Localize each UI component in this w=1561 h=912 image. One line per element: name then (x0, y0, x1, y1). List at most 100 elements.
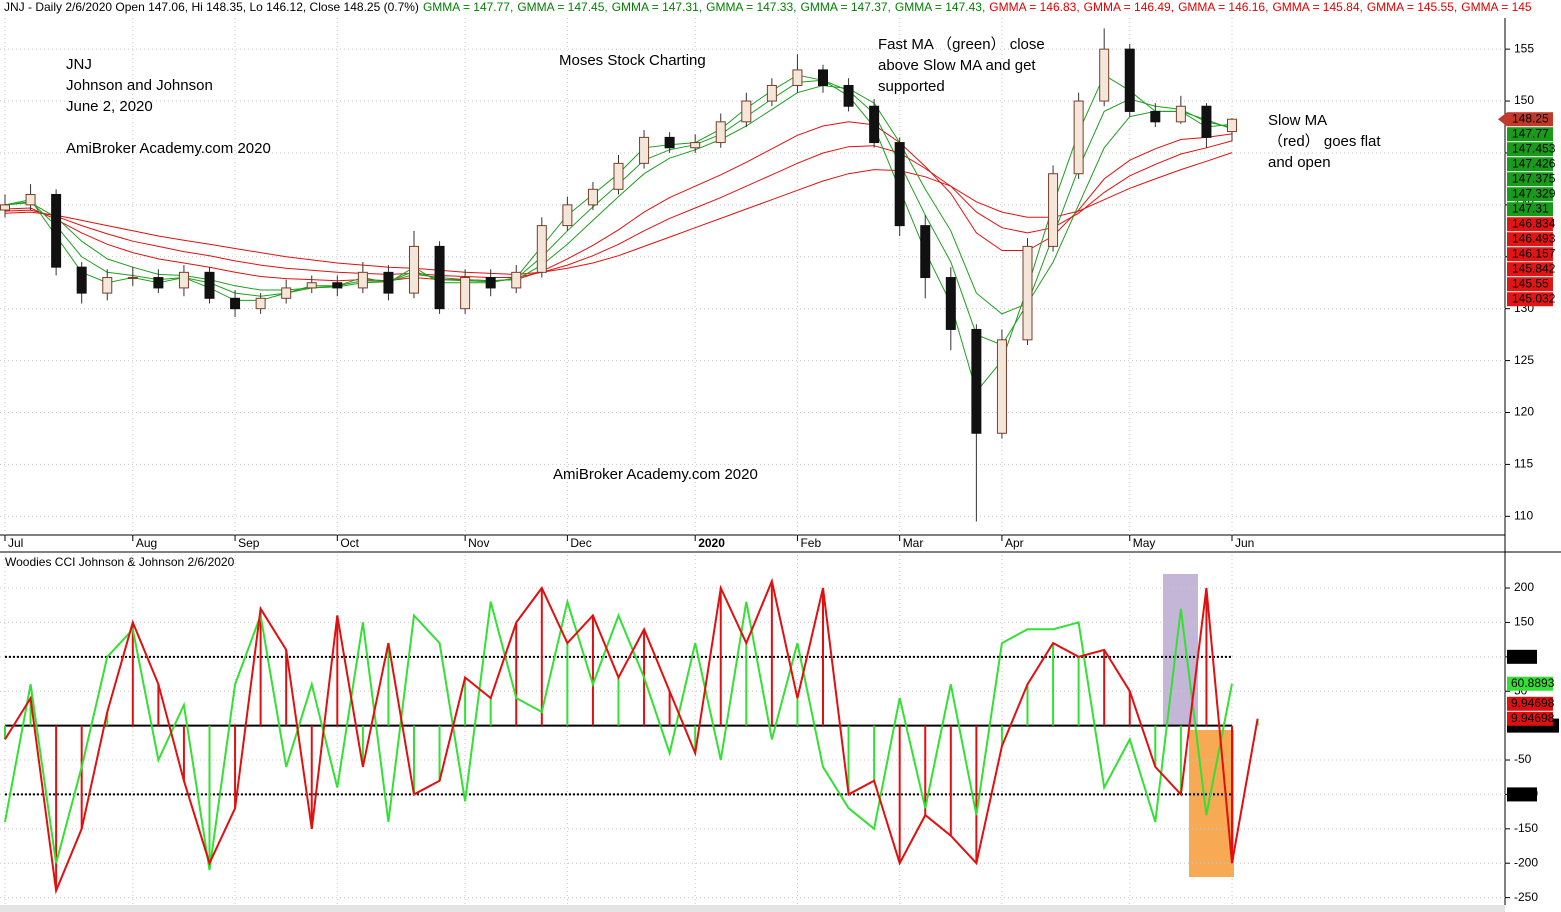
candle-body (639, 136, 650, 164)
level-label: 100 (1511, 649, 1531, 663)
header-part: GMMA = 147.37, (801, 0, 891, 14)
histogram-bar (55, 725, 58, 891)
series-line (4, 140, 1233, 278)
histogram-bar (438, 725, 441, 781)
series-line (4, 152, 1233, 275)
candle-body (562, 204, 573, 227)
y-tick-label: -50 (1514, 752, 1532, 766)
histogram-bar (259, 608, 262, 726)
y-tick-label: 110 (1514, 508, 1533, 522)
candle-body (1227, 118, 1237, 133)
x-tick-label: Sep (238, 536, 260, 550)
candle-body (920, 225, 931, 279)
last-value-label: 9.94698 (1511, 711, 1555, 725)
series-line (4, 597, 1233, 871)
candle-body (818, 69, 828, 86)
histogram-bar (1000, 725, 1003, 747)
candle-body (0, 204, 10, 211)
histogram-bar (975, 725, 978, 864)
annotation: JNJ (66, 56, 92, 73)
last-value-box (1507, 676, 1553, 691)
y-tick-label: -200 (1514, 855, 1538, 869)
candle-body (996, 339, 1007, 434)
candle-body (1048, 173, 1059, 247)
candle-body (511, 271, 522, 289)
candle-body (690, 142, 701, 149)
candle-body (383, 271, 394, 294)
x-tick-label: Jul (8, 536, 23, 550)
header-part: GMMA = 147.77, (423, 0, 513, 14)
candle-body (1073, 100, 1084, 175)
ma-label-box (1507, 127, 1553, 142)
histogram-bar (668, 691, 671, 726)
candle-body (664, 136, 675, 149)
x-tick-label: Jun (1235, 536, 1254, 550)
header-part: GMMA = 145 (1461, 0, 1532, 14)
candle-body (127, 277, 138, 280)
close-label-box (1507, 112, 1553, 127)
candle-body (971, 328, 982, 434)
histogram-bar (80, 725, 83, 829)
close-arrow (1498, 112, 1507, 127)
x-tick-label: Mar (903, 536, 924, 550)
ma-label: 145.842 (1512, 261, 1556, 275)
histogram-bar (1128, 691, 1131, 726)
candle-body (204, 271, 215, 299)
candle-body (843, 84, 854, 107)
histogram-bar (464, 677, 467, 726)
candle-body (715, 121, 726, 144)
histogram-bar (745, 643, 748, 726)
x-tick-label: Dec (570, 536, 591, 550)
ma-label-box (1507, 172, 1553, 187)
histogram-bar (4, 725, 6, 740)
ma-label: 146.834 (1512, 216, 1556, 230)
candle-body (281, 287, 292, 299)
candle-body (1124, 48, 1135, 112)
annotation: Johnson and Johnson (66, 77, 213, 94)
histogram-bar (208, 725, 211, 864)
ma-label: 146.493 (1512, 231, 1556, 245)
candle-body (178, 271, 189, 289)
histogram-bar (515, 622, 518, 726)
histogram-bar (489, 698, 492, 726)
annotation: above Slow MA and get (878, 57, 1036, 74)
ma-label-box (1507, 247, 1553, 262)
histogram-bar (1231, 725, 1233, 864)
x-tick-label: Aug (136, 536, 157, 550)
candle-body (536, 225, 547, 273)
ma-label-box (1507, 187, 1553, 202)
candle-body (613, 162, 624, 190)
histogram-bar (285, 649, 288, 726)
candle-body (51, 193, 62, 268)
header-part: GMMA = 146.83, (989, 0, 1079, 14)
x-tick-label: May (1133, 536, 1156, 550)
histogram-bar (566, 643, 569, 726)
annotation: supported (878, 78, 945, 95)
level-label: -100 (1511, 787, 1535, 801)
candle-body (1150, 110, 1161, 123)
header-part: GMMA = 145.55, (1367, 0, 1457, 14)
candle-body (306, 282, 317, 289)
candle-body (332, 282, 343, 289)
histogram-bar (234, 725, 237, 809)
candle-body (894, 142, 905, 227)
candle-body (255, 297, 266, 310)
histogram-bar (131, 622, 134, 726)
histogram-bar (1179, 725, 1182, 795)
ma-label-box (1507, 202, 1553, 217)
last-value-label: 60.8893 (1511, 676, 1555, 690)
candle-body (25, 193, 36, 206)
ma-label: 146.157 (1512, 246, 1556, 260)
x-tick-label: Apr (1005, 536, 1024, 550)
ma-label: 147.77 (1512, 126, 1549, 140)
x-tick-label: Feb (800, 536, 821, 550)
annotation: Fast MA （green） close (878, 36, 1045, 53)
x-tick-label: 2020 (698, 536, 725, 550)
last-value-box (1507, 711, 1553, 726)
histogram-bar (387, 643, 390, 726)
ma-label-box (1507, 292, 1553, 307)
histogram-bar (1103, 649, 1106, 726)
ma-label: 147.329 (1512, 186, 1556, 200)
candle-body (587, 188, 598, 206)
y-tick-label: 125 (1514, 353, 1534, 367)
